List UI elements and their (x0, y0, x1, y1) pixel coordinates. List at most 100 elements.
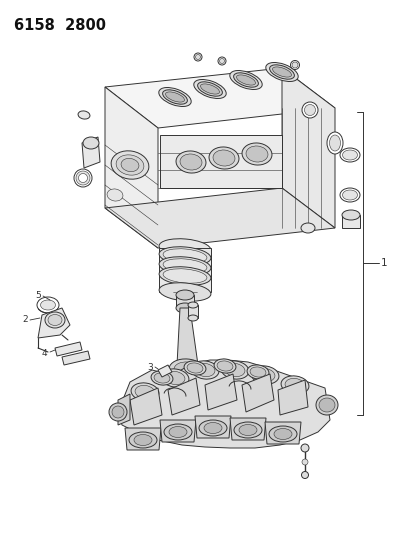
Ellipse shape (218, 57, 226, 65)
Ellipse shape (116, 155, 144, 175)
Ellipse shape (107, 189, 123, 201)
Ellipse shape (230, 70, 262, 90)
Ellipse shape (319, 398, 335, 412)
Ellipse shape (204, 423, 222, 433)
Polygon shape (105, 68, 335, 128)
Ellipse shape (164, 424, 192, 440)
Ellipse shape (131, 383, 159, 401)
Ellipse shape (180, 154, 202, 170)
Polygon shape (242, 374, 274, 412)
Text: 1: 1 (381, 258, 388, 268)
Ellipse shape (217, 361, 233, 371)
Ellipse shape (316, 395, 338, 415)
Ellipse shape (188, 315, 198, 321)
Ellipse shape (194, 53, 202, 61)
Polygon shape (125, 428, 161, 450)
Ellipse shape (45, 312, 65, 328)
Ellipse shape (196, 382, 202, 388)
Polygon shape (158, 365, 172, 377)
Ellipse shape (163, 259, 207, 273)
Ellipse shape (112, 406, 124, 418)
Polygon shape (159, 248, 211, 292)
Ellipse shape (247, 365, 269, 379)
Ellipse shape (191, 361, 219, 379)
Ellipse shape (176, 151, 206, 173)
Ellipse shape (209, 147, 239, 169)
Ellipse shape (174, 362, 200, 378)
Ellipse shape (109, 403, 127, 421)
Ellipse shape (200, 84, 220, 94)
Ellipse shape (302, 472, 308, 479)
Polygon shape (160, 135, 282, 188)
Polygon shape (82, 137, 100, 168)
Ellipse shape (134, 434, 152, 446)
Polygon shape (230, 418, 266, 440)
Ellipse shape (48, 314, 62, 326)
Ellipse shape (151, 371, 173, 385)
Ellipse shape (159, 266, 211, 285)
Ellipse shape (301, 223, 315, 233)
Polygon shape (168, 378, 200, 415)
Polygon shape (130, 388, 162, 425)
Ellipse shape (172, 382, 178, 388)
Polygon shape (55, 342, 82, 356)
Ellipse shape (342, 190, 357, 200)
Ellipse shape (342, 210, 360, 220)
Ellipse shape (255, 368, 275, 382)
Ellipse shape (274, 429, 292, 440)
Ellipse shape (169, 359, 205, 381)
Polygon shape (278, 380, 308, 415)
Ellipse shape (176, 290, 194, 300)
Ellipse shape (242, 143, 272, 165)
Text: 4: 4 (41, 349, 47, 358)
Ellipse shape (234, 73, 258, 87)
Ellipse shape (266, 62, 298, 82)
Ellipse shape (197, 82, 222, 96)
Ellipse shape (129, 432, 157, 448)
Ellipse shape (194, 79, 226, 99)
Polygon shape (265, 422, 301, 444)
Ellipse shape (154, 373, 170, 383)
Polygon shape (282, 68, 335, 228)
Polygon shape (176, 295, 194, 308)
Ellipse shape (159, 247, 211, 265)
Ellipse shape (159, 282, 211, 301)
Ellipse shape (246, 146, 268, 162)
Ellipse shape (327, 132, 343, 154)
Ellipse shape (78, 174, 87, 182)
Ellipse shape (251, 366, 279, 384)
Ellipse shape (159, 87, 191, 107)
Ellipse shape (111, 151, 149, 179)
Polygon shape (177, 308, 198, 365)
Ellipse shape (184, 361, 206, 375)
Ellipse shape (221, 361, 249, 379)
Ellipse shape (250, 367, 266, 377)
Ellipse shape (342, 150, 357, 160)
Text: 2: 2 (22, 316, 28, 325)
Polygon shape (118, 360, 330, 448)
Ellipse shape (166, 92, 184, 102)
Ellipse shape (285, 378, 305, 392)
Ellipse shape (163, 249, 207, 263)
Ellipse shape (281, 376, 309, 394)
Ellipse shape (340, 188, 360, 202)
Ellipse shape (304, 104, 315, 116)
Ellipse shape (292, 62, 298, 68)
Ellipse shape (74, 169, 92, 187)
Ellipse shape (270, 65, 295, 79)
Ellipse shape (195, 54, 200, 60)
Polygon shape (195, 416, 231, 438)
Ellipse shape (237, 75, 255, 85)
Polygon shape (105, 188, 335, 248)
Ellipse shape (301, 444, 309, 452)
Ellipse shape (290, 61, 299, 69)
Ellipse shape (214, 359, 236, 373)
Ellipse shape (163, 90, 187, 104)
Ellipse shape (121, 158, 139, 172)
Ellipse shape (269, 426, 297, 442)
Text: 6158  2800: 6158 2800 (14, 18, 106, 33)
Ellipse shape (187, 363, 203, 373)
Ellipse shape (37, 297, 59, 313)
Ellipse shape (40, 300, 55, 310)
Ellipse shape (188, 302, 198, 308)
